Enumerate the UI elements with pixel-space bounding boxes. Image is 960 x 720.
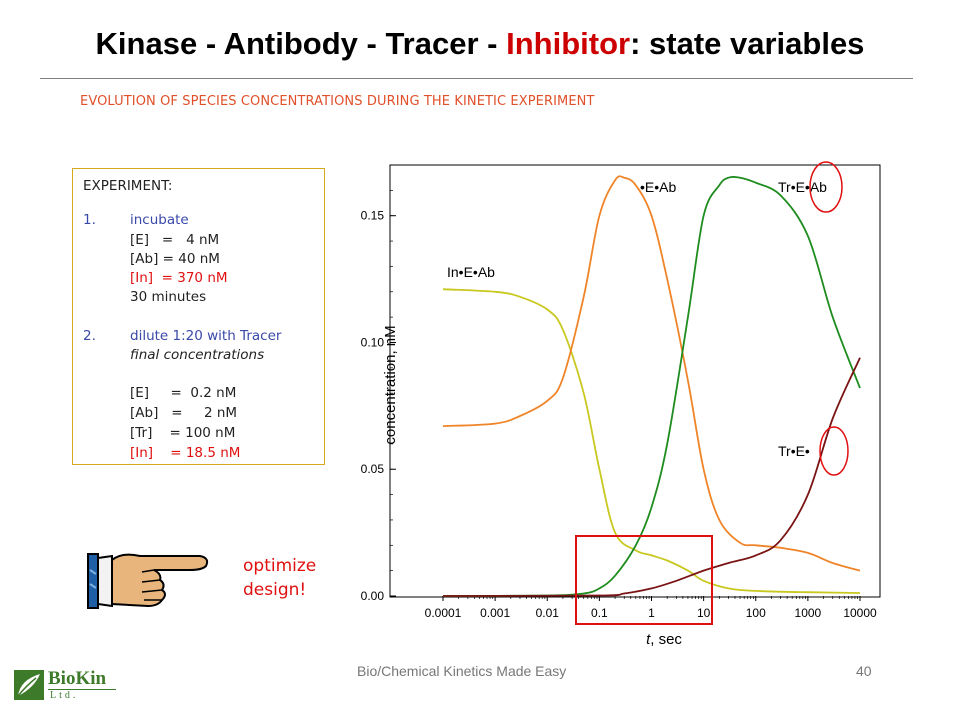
y-axis-label: concentration, nM <box>382 325 399 444</box>
annotation-tr-e: Tr•E• <box>778 443 810 459</box>
step1-label: incubate <box>130 212 189 228</box>
pointing-hand-icon <box>87 553 209 609</box>
x-tick-label: 10 <box>697 606 711 620</box>
x-tick-label: 0.1 <box>591 606 608 620</box>
y-tick-label: 0.05 <box>361 462 385 476</box>
step2-inhibitor: [In] = 18.5 nM <box>130 445 240 461</box>
plot-frame <box>389 164 881 598</box>
experiment-box: EXPERIMENT: 1. incubate [E] = 4 nM [Ab] … <box>72 168 325 465</box>
x-tick-label: 1000 <box>795 606 822 620</box>
logo-name: BioKin <box>48 668 107 689</box>
slide-title: Kinase - Antibody - Tracer - Inhibitor: … <box>0 26 960 62</box>
step1-time: 30 minutes <box>130 289 207 305</box>
x-axis-label-rest: , sec <box>650 631 682 648</box>
title-part2: : state variables <box>630 26 865 61</box>
step1-inhibitor: [In] = 370 nM <box>130 270 228 286</box>
step2-antibody: [Ab] = 2 nM <box>130 405 238 421</box>
series-line-1 <box>442 175 861 572</box>
step2-inhibitor-label: [In] = <box>130 445 186 461</box>
logo-subtext: Ltd. <box>50 690 79 701</box>
title-highlight: Inhibitor <box>506 26 631 61</box>
step1-antibody: [Ab] = 40 nM <box>130 251 220 267</box>
x-tick-label: 0.001 <box>480 606 510 620</box>
title-divider <box>40 78 913 79</box>
x-tick-label: 100 <box>746 606 766 620</box>
step1-enzyme: [E] = 4 nM <box>130 232 220 248</box>
logo-underline <box>48 689 116 690</box>
step2-number: 2. <box>83 328 96 344</box>
annotation-e-ab: •E•Ab <box>640 179 676 195</box>
step2-inhibitor-value: 18.5 nM <box>185 445 241 461</box>
x-tick-label: 0.0001 <box>425 606 462 620</box>
x-tick-label: 1 <box>648 606 655 620</box>
y-tick-label: 0.15 <box>361 209 385 223</box>
optimize-line2: design! <box>243 580 307 600</box>
series-line-0 <box>442 288 861 594</box>
slide-subtitle: EVOLUTION OF SPECIES CONCENTRATIONS DURI… <box>80 94 595 109</box>
title-part1: Kinase - Antibody - Tracer - <box>95 26 507 61</box>
annotation-tr-e-ab: Tr•E•Ab <box>778 179 827 195</box>
series-line-2 <box>442 175 861 597</box>
x-axis-label: t, sec <box>646 631 682 648</box>
step2-label: dilute 1:20 with Tracer <box>130 328 282 344</box>
x-tick-label: 10000 <box>843 606 877 620</box>
y-tick-label: 0.10 <box>361 335 385 349</box>
annotation-in-e-ab: In•E•Ab <box>447 264 495 280</box>
highlight-ellipse-tr-e-ab <box>809 161 843 213</box>
highlight-region-box <box>575 535 713 625</box>
optimize-note: optimize design! <box>243 554 316 602</box>
step2-subheading: final concentrations <box>130 347 265 363</box>
x-tick-label: 0.01 <box>536 606 560 620</box>
step2-enzyme: [E] = 0.2 nM <box>130 385 237 401</box>
series-line-3 <box>442 357 861 597</box>
experiment-heading: EXPERIMENT: <box>83 178 173 194</box>
highlight-ellipse-tr-e <box>819 426 849 476</box>
footer-text: Bio/Chemical Kinetics Made Easy <box>357 663 567 679</box>
step1-number: 1. <box>83 212 96 228</box>
step2-tracer: [Tr] = 100 nM <box>130 425 236 441</box>
optimize-line1: optimize <box>243 556 317 576</box>
y-tick-label: 0.00 <box>361 589 385 603</box>
page-number: 40 <box>856 663 872 679</box>
biokin-logo-icon <box>14 670 44 704</box>
x-axis-label-italic: t <box>646 631 651 648</box>
